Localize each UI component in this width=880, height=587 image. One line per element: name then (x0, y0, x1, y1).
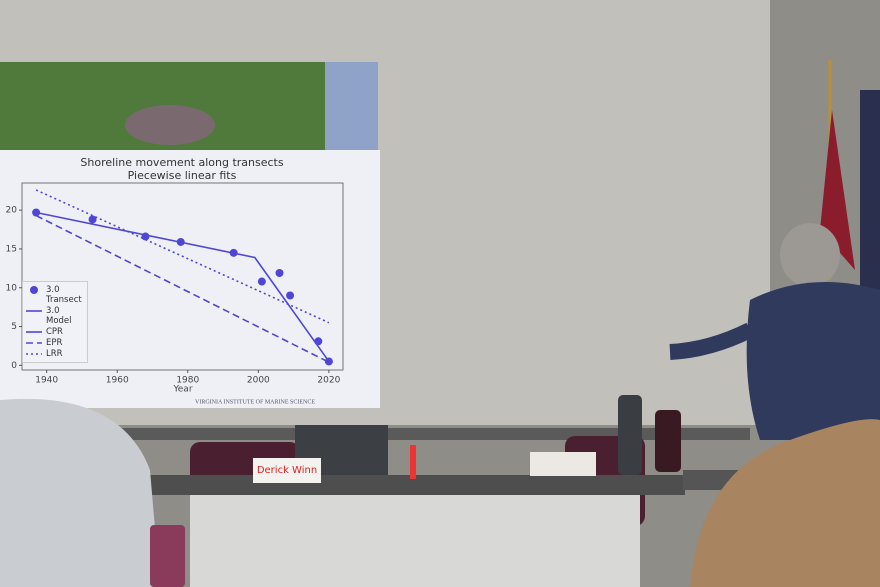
table-panel (190, 495, 640, 587)
bottle (655, 410, 681, 472)
plot-frame (21, 182, 344, 371)
legend-entry: 3.0 Model (26, 306, 84, 326)
x-tick-label: 1960 (106, 376, 129, 386)
x-tick-label: 1980 (176, 376, 199, 386)
speaker-arm (669, 322, 754, 360)
x-tick-label: 2000 (247, 376, 270, 386)
legend-swatch (26, 342, 42, 344)
data-point (286, 291, 295, 300)
data-point (275, 269, 284, 278)
x-tick-label: 2020 (317, 376, 340, 386)
legend-label: EPR (46, 338, 63, 348)
data-point (88, 215, 97, 224)
y-tick-label: 20 (6, 206, 18, 216)
legend-marker (30, 286, 38, 294)
data-point (257, 277, 266, 286)
slide-footer: VIRGINIA INSTITUTE OF MARINE SCIENCE (195, 399, 315, 405)
legend: 3.0 Transect 3.0 Model CPR EPR LRR (22, 281, 88, 363)
data-point (314, 337, 323, 346)
legend-entry: EPR (26, 338, 84, 348)
series-line (35, 189, 330, 324)
chart-subtitle: Piecewise linear fits (128, 169, 237, 182)
speaker-body (746, 282, 880, 440)
placard (253, 458, 321, 483)
placard (530, 452, 596, 476)
chart-title: Shoreline movement along transects (80, 156, 283, 169)
legend-label: CPR (46, 327, 63, 337)
x-tick-label: 1940 (35, 376, 58, 386)
cup (150, 525, 185, 587)
legend-swatch (30, 286, 38, 294)
legend-entry: 3.0 Transect (26, 285, 84, 305)
y-tick-label: 10 (6, 283, 18, 293)
legend-entry: LRR (26, 349, 84, 359)
legend-swatch (26, 310, 42, 312)
chart-panel (0, 150, 380, 408)
legend-label: 3.0 Model (46, 306, 72, 326)
legend-label: LRR (46, 349, 63, 359)
y-tick-label: 0 (11, 361, 17, 371)
y-tick-label: 15 (6, 244, 17, 254)
legend-label: 3.0 Transect (46, 285, 82, 305)
audience-member (0, 398, 160, 587)
clearing (125, 105, 215, 145)
flag (820, 110, 855, 270)
placard-text: Derick Winn (257, 465, 317, 476)
speaker-head (780, 223, 840, 287)
legend-swatch (26, 331, 42, 333)
legend-swatch (26, 353, 42, 355)
legend-entry: CPR (26, 327, 84, 337)
series-line (35, 211, 330, 362)
x-axis-label: Year (172, 385, 192, 395)
marker (410, 445, 416, 479)
audience-member (690, 419, 880, 587)
flag (860, 90, 880, 300)
screen-frame (110, 428, 750, 440)
y-tick-label: 5 (11, 322, 17, 332)
bottle (618, 395, 642, 475)
